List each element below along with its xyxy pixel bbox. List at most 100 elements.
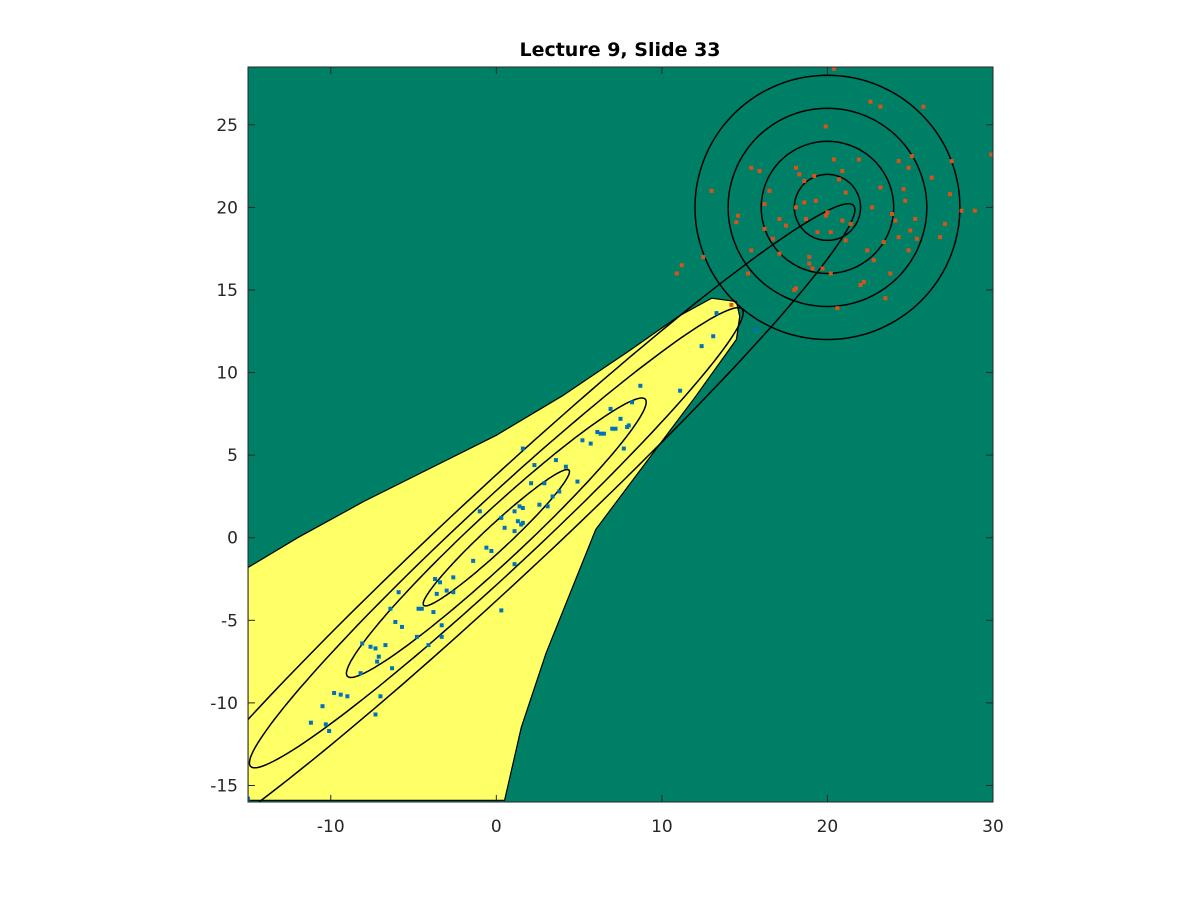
series-1-point [520, 520, 525, 525]
x-axis: -10 0 10 20 30 [317, 67, 1004, 837]
series-1-point [575, 479, 580, 484]
series-1-point [439, 623, 444, 628]
series-1-point [471, 558, 476, 563]
series-2-point [896, 159, 901, 164]
y-tick-label: -5 [221, 611, 238, 631]
series-1-point [563, 464, 568, 469]
series-1-point [613, 426, 618, 431]
series-1-point [332, 690, 337, 695]
series-2-point [770, 236, 775, 241]
series-1-point [557, 489, 562, 494]
series-2-point [813, 198, 818, 203]
series-1-point [532, 463, 537, 468]
series-2-point [972, 208, 977, 213]
series-2-point [837, 177, 842, 182]
series-1-point [489, 548, 494, 553]
series-2-point [840, 218, 845, 223]
series-1-point [444, 588, 449, 593]
x-tick-label: 20 [817, 817, 839, 837]
series-2-point [929, 175, 934, 180]
series-2-point [861, 279, 866, 284]
x-tick-label: -10 [317, 817, 345, 837]
series-2-point [807, 254, 812, 259]
series-1-point [419, 606, 424, 611]
series-1-point [451, 575, 456, 580]
y-tick-label: 25 [216, 116, 238, 136]
series-2-point [909, 154, 914, 159]
series-2-point [989, 152, 993, 157]
series-1-point [416, 606, 421, 611]
series-1-point [520, 446, 525, 451]
series-1-point [610, 426, 615, 431]
class1-contour-2 [345, 397, 647, 679]
series-1-point [345, 694, 350, 699]
series-1-point [338, 692, 343, 697]
series-2-point [674, 271, 679, 276]
series-2-point [947, 192, 952, 197]
series-2-point [942, 221, 947, 226]
series-1-point [608, 406, 613, 411]
series-1-point [621, 446, 626, 451]
series-1-point [625, 425, 630, 430]
y-tick-label: 5 [227, 446, 238, 466]
series-2-point [777, 251, 782, 256]
series-2-point [865, 248, 870, 253]
series-1-point [512, 562, 517, 567]
plot-content [248, 67, 993, 802]
series-1-point [515, 519, 520, 524]
series-2-point [803, 216, 808, 221]
series-1-point [484, 545, 489, 550]
decision-region [248, 297, 741, 801]
series-2-point [858, 283, 863, 288]
series-1-point [399, 624, 404, 629]
series-2-point [878, 185, 883, 190]
series-2-point [938, 235, 943, 240]
series-1-point [433, 577, 438, 582]
series-2-point [871, 258, 876, 263]
series-2-point [901, 187, 906, 192]
series-2-point [906, 248, 911, 253]
series-2-point [888, 271, 893, 276]
series-1-point [520, 506, 525, 510]
series-2-point [908, 228, 913, 233]
series-2-point [749, 248, 754, 253]
series-1-point [601, 431, 606, 436]
series-1-point [438, 580, 443, 585]
series-1-point [426, 643, 431, 648]
series-2-point [913, 216, 918, 221]
series-2-point [734, 220, 739, 225]
series-2-point [793, 286, 798, 291]
series-2-point [757, 169, 762, 174]
series-1-point [323, 722, 328, 727]
series-1-point [529, 481, 534, 486]
y-tick-label: -10 [210, 694, 238, 714]
series-2-point [701, 254, 706, 259]
y-axis: -15 -10 -5 0 5 10 15 20 25 [210, 116, 993, 796]
series-2-point [868, 99, 873, 104]
series-1-point [638, 383, 643, 388]
series-1-point [378, 694, 383, 699]
series-2-point [840, 169, 845, 174]
series-1-point [360, 641, 365, 646]
axes-frame [247, 66, 994, 803]
series-2-point [709, 188, 714, 193]
series-1-point [618, 416, 623, 421]
series-2-point [767, 188, 772, 193]
series-1-point [512, 509, 517, 514]
series-1-point [553, 458, 558, 463]
series-2-point [815, 230, 820, 235]
series-2-point [921, 104, 926, 109]
series-2-point [832, 157, 837, 162]
series-2-point [878, 104, 883, 109]
series-2-point [906, 165, 911, 170]
series-1-point [248, 796, 250, 801]
series-2-point [835, 306, 840, 311]
series-1-point [699, 344, 704, 349]
series-1-point [373, 646, 378, 651]
x-tick-label: 30 [982, 817, 1004, 837]
series-2-point [823, 213, 828, 218]
series-2-point [896, 235, 901, 240]
series-1-point [580, 438, 585, 443]
series-2-point [679, 263, 684, 268]
series-2-point [802, 200, 807, 205]
